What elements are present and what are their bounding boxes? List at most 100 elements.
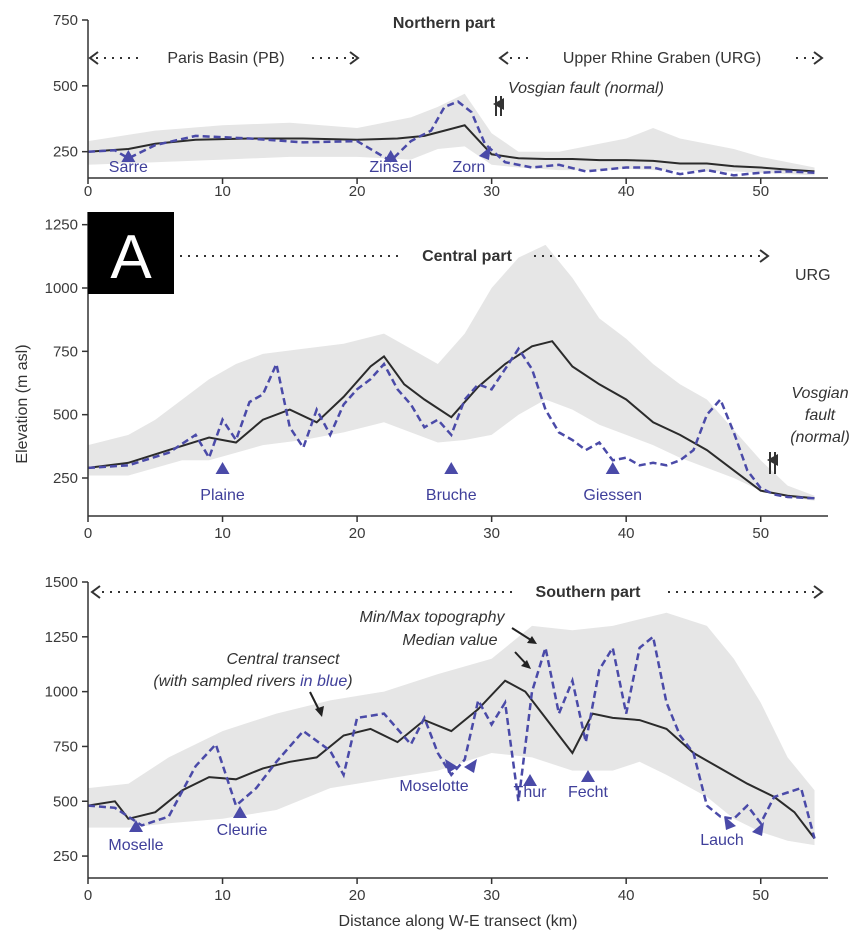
- segment-urg-arrow-left: [498, 51, 509, 65]
- southern-ytick-label: 500: [53, 793, 78, 810]
- river-marker-lauch: [724, 816, 736, 830]
- river-marker-fecht: [581, 770, 595, 782]
- southern-transect-line: [87, 634, 816, 839]
- northern-minmax-band: [88, 93, 815, 176]
- central-minmax-band: [88, 244, 815, 501]
- legend-transect-label-2a: (with sampled rivers: [153, 673, 300, 690]
- southern-span-arrow-left: [90, 585, 101, 599]
- northern-fault-symbol: [493, 96, 504, 116]
- northern-xtick-label: 20: [349, 183, 366, 200]
- river-marker-sarre: [121, 150, 136, 162]
- northern-xtick-label: 10: [214, 183, 231, 200]
- northern-xtick-label: 30: [483, 183, 500, 200]
- river-label-thur: Thur: [514, 784, 548, 801]
- segment-urg-arrow-right: [813, 51, 824, 65]
- southern-ytick-label: 250: [53, 848, 78, 865]
- panel-central: 250 500 750 1000 1250 0 10 20 30 40 50 Plaine Bruche…: [45, 212, 850, 542]
- river-label-lauch: Lauch: [700, 832, 744, 849]
- river-label-fecht: Fecht: [568, 784, 609, 801]
- central-fault-label-2: fault: [805, 407, 836, 424]
- river-label-zorn: Zorn: [452, 159, 485, 176]
- southern-plot-area: 250 500 750 1000 1250 1500 0 10 20 30 40 50 Moselle C…: [45, 574, 828, 904]
- legend-transect-label-2: (with sampled rivers in blue): [153, 673, 352, 690]
- river-marker-zorn: [478, 146, 491, 160]
- river-label-cleurie: Cleurie: [217, 822, 268, 839]
- northern-xtick-label: 0: [84, 183, 92, 200]
- central-fault-label-3: (normal): [790, 429, 850, 446]
- central-xtick-label: 0: [84, 525, 92, 542]
- central-ytick-label: 250: [53, 470, 78, 487]
- segment-label-paris-basin: Paris Basin (PB): [167, 50, 284, 67]
- central-fault-label-1: Vosgian: [791, 385, 848, 402]
- central-transect-line: [87, 346, 815, 500]
- river-marker-moselle: [129, 820, 143, 832]
- legend-transect-arrowhead: [315, 706, 324, 717]
- legend-transect-label-2c: ): [345, 673, 352, 690]
- central-side-label: URG: [795, 267, 831, 284]
- panel-northern: 250 500 750 0 10 20 30 40 50 Sarre Zinsel Zorn Nort…: [53, 12, 828, 200]
- central-ytick-label: 1250: [45, 217, 78, 234]
- southern-xtick-label: 50: [752, 887, 769, 904]
- river-label-sarre: Sarre: [109, 159, 148, 176]
- central-title: Central part: [422, 248, 512, 265]
- northern-fault-label: Vosgian fault (normal): [508, 80, 664, 97]
- segment-paris-basin-arrow-left: [88, 51, 99, 65]
- legend-minmax-label: Min/Max topography: [360, 609, 506, 626]
- river-label-moselotte: Moselotte: [399, 778, 468, 795]
- southern-xtick-label: 30: [483, 887, 500, 904]
- southern-median-line: [87, 679, 816, 840]
- river-marker-cleurie: [233, 806, 247, 818]
- southern-ytick-label: 750: [53, 738, 78, 755]
- southern-ytick-label: 1500: [45, 574, 78, 591]
- northern-title: Northern part: [393, 15, 496, 32]
- southern-span-arrow-right: [813, 585, 824, 599]
- central-span-arrow-right: [759, 249, 770, 263]
- legend-median-arrowhead: [521, 660, 531, 669]
- river-label-zinsel: Zinsel: [369, 159, 412, 176]
- panel-badge: [88, 212, 174, 294]
- central-ytick-label: 500: [53, 407, 78, 424]
- southern-minmax-band: [88, 612, 815, 846]
- river-marker-plaine: [215, 462, 230, 474]
- river-marker-lauch-2: [752, 822, 764, 836]
- northern-transect-line: [87, 100, 815, 177]
- northern-xtick-label: 40: [618, 183, 635, 200]
- southern-xtick-label: 20: [349, 887, 366, 904]
- central-xtick-label: 10: [214, 525, 231, 542]
- northern-ytick-label: 250: [53, 144, 78, 161]
- southern-xtick-label: 10: [214, 887, 231, 904]
- river-marker-giessen: [605, 462, 620, 474]
- southern-ytick-label: 1000: [45, 684, 78, 701]
- central-ytick-label: 750: [53, 343, 78, 360]
- river-marker-zinsel: [383, 150, 398, 162]
- central-xtick-label: 20: [349, 525, 366, 542]
- central-median-line: [87, 340, 815, 500]
- panel-southern: 250 500 750 1000 1250 1500 0 10 20 30 40 50 Moselle C…: [45, 574, 828, 904]
- central-xtick-label: 50: [752, 525, 769, 542]
- northern-plot-area: 250 500 750 0 10 20 30 40 50 Sarre Zinsel Zorn: [53, 12, 828, 200]
- southern-xtick-label: 40: [618, 887, 635, 904]
- panel-badge-letter: A: [110, 223, 152, 292]
- river-marker-moselotte: [445, 759, 458, 773]
- river-marker-thur: [523, 774, 537, 786]
- southern-xtick-label: 0: [84, 887, 92, 904]
- central-ytick-label: 1000: [45, 280, 78, 297]
- segment-label-upper-rhine-graben: Upper Rhine Graben (URG): [563, 50, 761, 67]
- legend-transect-label-2b: in blue: [300, 673, 347, 690]
- x-axis-title: Distance along W-E transect (km): [339, 913, 578, 930]
- legend-median-label: Median value: [402, 632, 497, 649]
- southern-title: Southern part: [536, 584, 642, 601]
- river-label-giessen: Giessen: [583, 487, 642, 504]
- river-marker-bruche: [444, 462, 459, 474]
- central-fault-symbol: [767, 452, 778, 474]
- legend-transect-label-1: Central transect: [227, 651, 340, 668]
- river-marker-moselotte-2: [464, 759, 477, 773]
- segment-upper-rhine-graben: Upper Rhine Graben (URG): [498, 50, 824, 67]
- legend-minmax-arrowhead: [527, 636, 537, 644]
- northern-xtick-label: 50: [752, 183, 769, 200]
- northern-ytick-label: 750: [53, 12, 78, 29]
- river-label-moselle: Moselle: [108, 837, 163, 854]
- central-xtick-label: 40: [618, 525, 635, 542]
- river-label-bruche: Bruche: [426, 487, 477, 504]
